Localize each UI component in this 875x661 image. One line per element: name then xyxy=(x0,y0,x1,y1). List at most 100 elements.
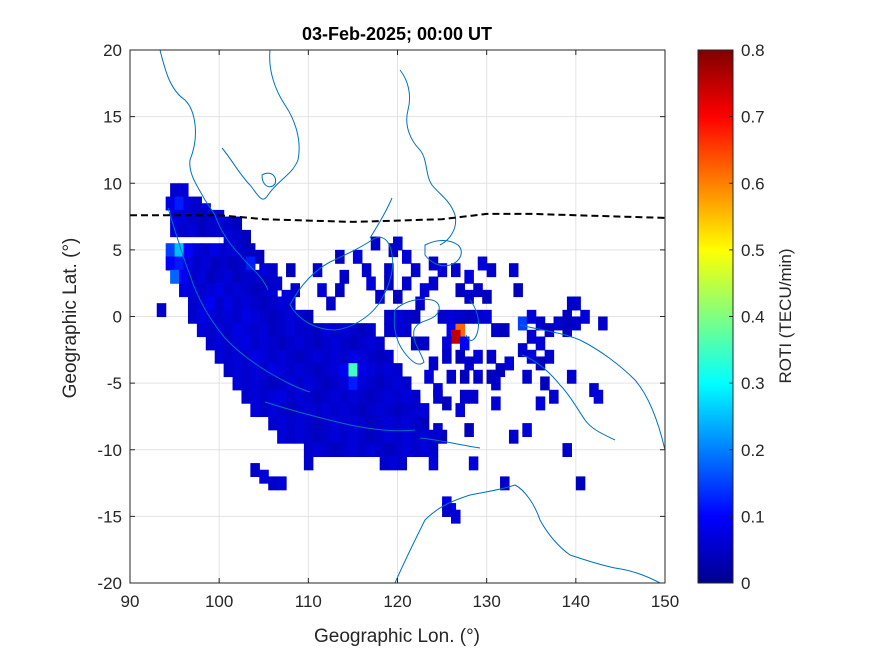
roti-cell xyxy=(286,263,296,278)
roti-cell xyxy=(187,209,198,224)
roti-cell xyxy=(446,309,457,324)
roti-cell xyxy=(553,316,564,331)
coastline-new-guinea-south xyxy=(521,354,616,441)
roti-cell xyxy=(526,349,537,364)
roti-cell xyxy=(174,256,185,271)
roti-cell xyxy=(277,336,287,351)
roti-cell xyxy=(464,356,474,371)
roti-cell xyxy=(544,323,555,338)
roti-cell xyxy=(179,209,189,224)
roti-cell xyxy=(232,349,243,364)
roti-cell xyxy=(312,416,323,431)
roti-cell xyxy=(384,349,394,364)
roti-cell xyxy=(464,423,474,438)
roti-cell xyxy=(410,443,421,458)
roti-cell xyxy=(330,376,341,391)
roti-cell xyxy=(205,269,216,284)
roti-cell xyxy=(165,243,176,258)
roti-cell xyxy=(259,296,269,311)
roti-cell xyxy=(384,429,394,444)
roti-cell xyxy=(196,323,207,338)
roti-cell xyxy=(245,243,256,258)
roti-cell xyxy=(219,256,229,271)
roti-cell xyxy=(339,323,350,338)
roti-cell xyxy=(286,336,296,351)
roti-cell xyxy=(562,443,572,458)
roti-cell xyxy=(250,296,260,311)
roti-cell xyxy=(339,389,350,404)
roti-cell xyxy=(482,289,492,304)
roti-cell xyxy=(232,336,243,351)
roti-cell xyxy=(232,283,243,298)
roti-cell xyxy=(223,229,234,244)
roti-cell xyxy=(388,456,399,471)
roti-cell xyxy=(508,429,519,444)
roti-cell xyxy=(223,349,234,364)
roti-cell xyxy=(339,403,350,418)
roti-cell xyxy=(303,323,314,338)
roti-cell xyxy=(170,183,180,198)
roti-cell xyxy=(401,376,412,391)
roti-cell xyxy=(312,429,323,444)
roti-cell xyxy=(268,416,278,431)
roti-cell xyxy=(339,376,350,391)
roti-cell xyxy=(232,229,243,244)
roti-cell xyxy=(522,369,532,384)
roti-cell xyxy=(250,283,260,298)
roti-cell xyxy=(366,349,376,364)
colorbar-tick-label: 0.8 xyxy=(741,41,765,60)
roti-cell xyxy=(196,309,207,324)
roti-cell xyxy=(393,236,403,251)
roti-cell xyxy=(205,209,216,224)
roti-cell xyxy=(250,376,260,391)
coastline-java xyxy=(264,401,416,432)
colorbar-tick-label: 0.6 xyxy=(741,174,765,193)
roti-cell xyxy=(321,403,332,418)
roti-cell xyxy=(277,429,287,444)
roti-cell xyxy=(223,363,234,378)
roti-cell xyxy=(366,363,376,378)
roti-cell xyxy=(348,323,358,338)
roti-cell xyxy=(397,456,408,471)
colorbar-tick-label: 0.5 xyxy=(741,241,765,260)
roti-cell xyxy=(508,263,519,278)
roti-cell xyxy=(393,289,403,304)
roti-cell xyxy=(179,183,189,198)
roti-cell xyxy=(277,323,287,338)
roti-cell xyxy=(294,429,305,444)
colorbar xyxy=(697,49,734,584)
roti-cell xyxy=(401,429,412,444)
roti-cell xyxy=(232,323,243,338)
roti-cell xyxy=(410,396,421,411)
roti-cell xyxy=(464,289,474,304)
roti-cell xyxy=(393,429,403,444)
roti-cell xyxy=(330,349,341,364)
x-tick-label: 110 xyxy=(295,592,322,611)
roti-cell xyxy=(517,343,528,358)
y-tick-label: 20 xyxy=(103,41,122,60)
roti-cell xyxy=(303,363,314,378)
roti-cell xyxy=(187,283,198,298)
roti-cell xyxy=(366,323,376,338)
roti-cell xyxy=(272,276,283,291)
roti-cell xyxy=(366,443,376,458)
roti-cell xyxy=(486,349,497,364)
roti-cell xyxy=(214,309,225,324)
roti-cell xyxy=(232,296,243,311)
roti-cell xyxy=(196,223,207,238)
roti-cell xyxy=(268,389,278,404)
roti-cell xyxy=(393,376,403,391)
roti-cell xyxy=(357,429,367,444)
roti-cell xyxy=(259,469,269,484)
roti-cell xyxy=(214,283,225,298)
roti-cell xyxy=(312,376,323,391)
roti-cell xyxy=(384,323,394,338)
roti-cell xyxy=(183,256,194,271)
roti-cell xyxy=(375,363,385,378)
roti-cell xyxy=(294,323,305,338)
roti-cell xyxy=(268,363,278,378)
roti-cell xyxy=(223,336,234,351)
roti-cell xyxy=(401,403,412,418)
roti-cell xyxy=(473,349,483,364)
